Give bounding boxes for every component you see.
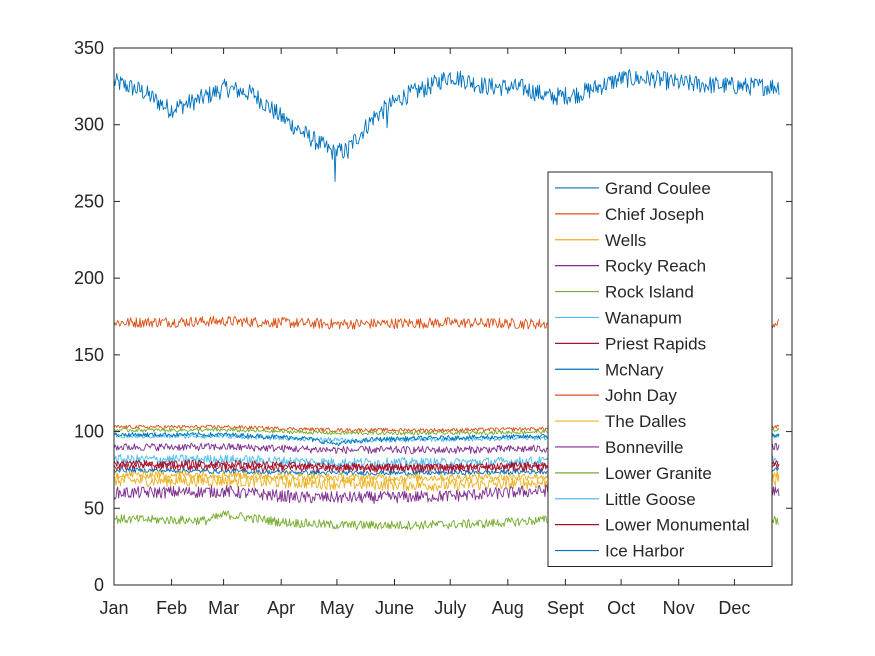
legend-label: McNary xyxy=(605,360,664,379)
legend-label: Lower Granite xyxy=(605,464,712,483)
legend-label: Lower Monumental xyxy=(605,516,750,535)
legend-label: Little Goose xyxy=(605,490,696,509)
legend-label: Chief Joseph xyxy=(605,205,704,224)
y-tick-label: 100 xyxy=(74,422,104,442)
x-tick-label: Oct xyxy=(607,598,635,618)
y-tick-label: 250 xyxy=(74,191,104,211)
x-tick-label: Nov xyxy=(663,598,695,618)
plot-area-frame xyxy=(113,47,793,586)
x-tick-label: Mar xyxy=(208,598,239,618)
x-tick-label: May xyxy=(320,598,354,618)
y-tick-label: 0 xyxy=(94,575,104,595)
legend-label: Rock Island xyxy=(605,283,694,302)
x-tick-label: July xyxy=(434,598,466,618)
x-tick-label: Dec xyxy=(718,598,750,618)
x-tick-label: Aug xyxy=(492,598,524,618)
series-line-grand-coulee xyxy=(113,69,780,182)
legend-label: Bonneville xyxy=(605,438,683,457)
legend: Grand Coulee Chief Joseph Wells Rocky Reach… xyxy=(547,171,773,567)
y-tick-label: 150 xyxy=(74,345,104,365)
legend-label: Priest Rapids xyxy=(605,334,706,353)
legend-label: Wells xyxy=(605,231,646,250)
x-tick-label: Jan xyxy=(99,598,128,618)
x-tick-label: Feb xyxy=(156,598,187,618)
legend-label: Wanapum xyxy=(605,308,682,327)
y-tick-label: 300 xyxy=(74,115,104,135)
x-tick-label: June xyxy=(375,598,414,618)
legend-label: The Dalles xyxy=(605,412,686,431)
legend-label: Rocky Reach xyxy=(605,257,706,276)
legend-label: Ice Harbor xyxy=(605,542,685,561)
y-tick-label: 50 xyxy=(84,498,104,518)
y-tick-label: 200 xyxy=(74,268,104,288)
x-tick-label: Apr xyxy=(267,598,295,618)
x-tick-label: Sept xyxy=(547,598,584,618)
axes: 0 50 100 150 200 250 300 350 Jan Feb Mar Apr May June… xyxy=(74,38,792,618)
legend-label: Grand Coulee xyxy=(605,179,711,198)
y-tick-label: 350 xyxy=(74,38,104,58)
legend-label: John Day xyxy=(605,386,677,405)
